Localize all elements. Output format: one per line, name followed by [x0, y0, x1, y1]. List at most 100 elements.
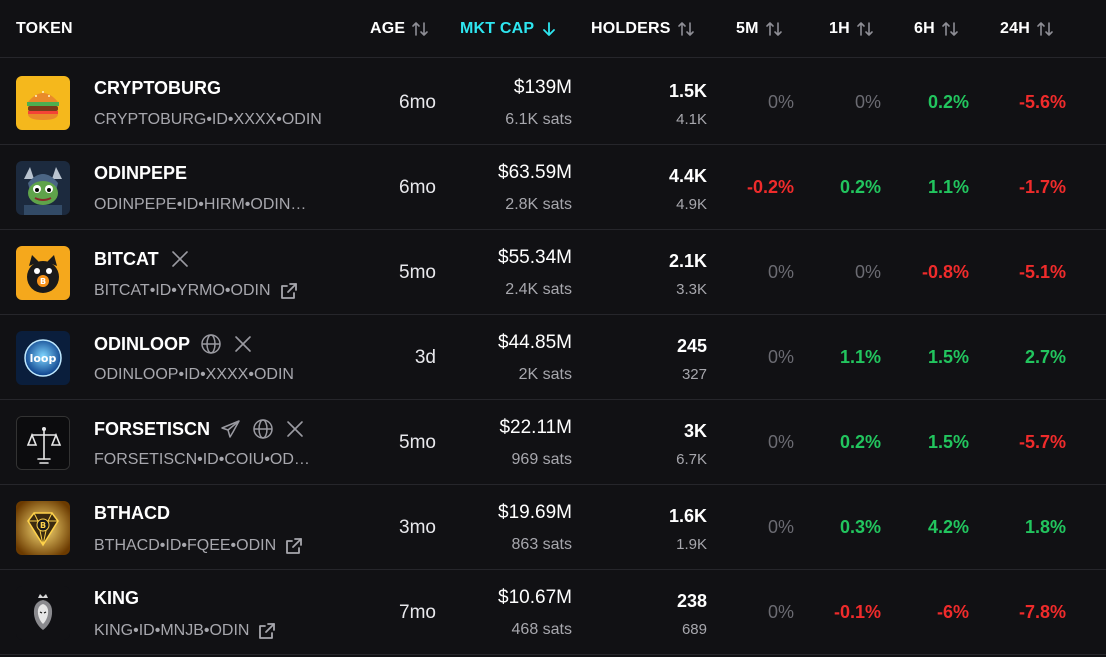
token-name[interactable]: FORSETISCN: [94, 418, 306, 440]
token-holders-sub: 4.9K: [676, 196, 707, 213]
token-name-text: BITCAT: [94, 248, 159, 269]
change-5m: -0.2%: [746, 177, 794, 197]
token-logo-diamond: B: [16, 501, 70, 555]
token-holders: 4.4K: [668, 166, 707, 186]
token-holders: 238: [676, 591, 707, 611]
header-token[interactable]: TOKEN: [16, 19, 73, 39]
change-24h: -1.7%: [1018, 177, 1066, 197]
header-holders-label: HOLDERS: [591, 20, 671, 37]
table-row[interactable]: loop ODINLOOP ODINLOOP•ID•XXXX•ODIN 3d $…: [0, 315, 1106, 400]
table-row[interactable]: ODINPEPE ODINPEPE•ID•HIRM•ODIN… 6mo $63.…: [0, 145, 1106, 230]
telegram-icon[interactable]: [220, 418, 242, 440]
token-holders: 2.1K: [668, 251, 707, 271]
external-link-icon[interactable]: [257, 621, 277, 641]
token-id: ODINPEPE•ID•HIRM•ODIN…: [94, 196, 306, 214]
token-name[interactable]: CRYPTOBURG: [94, 78, 221, 99]
change-1h: -0.1%: [833, 602, 881, 622]
change-24h: -5.1%: [1018, 262, 1066, 282]
token-holders-sub: 327: [681, 366, 707, 383]
header-age-label: AGE: [370, 20, 406, 37]
header-24h-label: 24H: [1000, 20, 1030, 37]
x-icon[interactable]: [169, 248, 191, 270]
table-row[interactable]: KING KING•ID•MNJB•ODIN 7mo $10.67M 468 s…: [0, 570, 1106, 655]
token-holders: 1.6K: [668, 506, 707, 526]
change-6h: 1.5%: [927, 432, 969, 452]
x-icon[interactable]: [232, 333, 254, 355]
token-name[interactable]: KING: [94, 588, 139, 609]
token-name-text: KING: [94, 588, 139, 608]
token-name[interactable]: ODINPEPE: [94, 163, 187, 184]
token-id-text: BITCAT•ID•YRMO•ODIN: [94, 282, 271, 299]
change-24h: -5.6%: [1018, 92, 1066, 112]
token-logo-scales: [16, 416, 70, 470]
token-name-text: ODINLOOP: [94, 333, 191, 354]
change-6h: 0.2%: [927, 92, 969, 112]
token-name[interactable]: BTHACD: [94, 503, 170, 524]
token-id: BTHACD•ID•FQEE•ODIN: [94, 536, 304, 556]
change-6h: 1.1%: [927, 177, 969, 197]
table-row[interactable]: B BTHACD BTHACD•ID•FQEE•ODIN 3mo $19.69M…: [0, 485, 1106, 570]
token-id: ODINLOOP•ID•XXXX•ODIN: [94, 366, 294, 384]
x-icon[interactable]: [284, 418, 306, 440]
token-logo-cat: B: [16, 246, 70, 300]
token-holders-sub: 6.7K: [676, 451, 707, 468]
token-holders-sub: 1.9K: [676, 536, 707, 553]
token-id-text: BTHACD•ID•FQEE•ODIN: [94, 537, 277, 554]
token-price-sats: 6.1K sats: [505, 111, 572, 128]
table-row[interactable]: FORSETISCN FORSETISCN•ID•COIU•OD… 5mo $2…: [0, 400, 1106, 485]
header-mkt-cap-label: MKT CAP: [460, 20, 535, 37]
token-holders: 245: [676, 336, 707, 356]
header-age[interactable]: AGE: [370, 19, 429, 39]
globe-icon[interactable]: [252, 418, 274, 440]
header-6h[interactable]: 6H: [914, 19, 959, 39]
token-name-text: CRYPTOBURG: [94, 78, 222, 98]
header-mkt-cap[interactable]: MKT CAP: [460, 19, 558, 39]
change-5m: 0%: [767, 517, 794, 537]
header-5m-label: 5M: [736, 20, 759, 37]
header-holders[interactable]: HOLDERS: [591, 19, 695, 39]
table-row[interactable]: CRYPTOBURG CRYPTOBURG•ID•XXXX•ODIN 6mo $…: [0, 60, 1106, 145]
change-6h: 4.2%: [927, 517, 969, 537]
external-link-icon[interactable]: [279, 281, 299, 301]
token-name-text: FORSETISCN: [94, 418, 211, 439]
token-logo-lion: [16, 586, 70, 640]
change-24h: 2.7%: [1024, 347, 1066, 367]
header-1h[interactable]: 1H: [829, 19, 874, 39]
sort-arrows-icon: [765, 22, 782, 36]
change-24h: -7.8%: [1018, 602, 1066, 622]
sort-down-icon: [543, 22, 556, 36]
header-24h[interactable]: 24H: [1000, 19, 1054, 39]
header-5m[interactable]: 5M: [736, 19, 783, 39]
token-logo-pepe: [16, 161, 70, 215]
svg-text:B: B: [40, 521, 46, 530]
token-name[interactable]: ODINLOOP: [94, 333, 254, 355]
token-holders: 3K: [683, 421, 707, 441]
change-5m: 0%: [767, 92, 794, 112]
token-id-text: CRYPTOBURG•ID•XXXX•ODIN: [94, 111, 322, 128]
change-1h: 0.2%: [839, 432, 881, 452]
change-1h: 1.1%: [839, 347, 881, 367]
token-id-text: KING•ID•MNJB•ODIN: [94, 622, 250, 639]
change-1h: 0.3%: [839, 517, 881, 537]
table-row[interactable]: B BITCAT BITCAT•ID•YRMO•ODIN 5mo $55.34M…: [0, 230, 1106, 315]
change-6h: -0.8%: [921, 262, 969, 282]
token-age: 7mo: [399, 602, 436, 623]
external-link-icon[interactable]: [284, 536, 304, 556]
token-age: 3d: [414, 347, 436, 368]
token-mkt-cap: $55.34M: [498, 247, 572, 268]
change-1h: 0.2%: [839, 177, 881, 197]
token-age: 5mo: [399, 432, 436, 453]
change-24h: 1.8%: [1024, 517, 1066, 537]
token-id-text: FORSETISCN•ID•COIU•OD…: [94, 451, 310, 468]
globe-icon[interactable]: [200, 333, 222, 355]
sort-arrows-icon: [942, 22, 958, 36]
token-holders: 1.5K: [668, 81, 707, 101]
change-6h: -6%: [936, 602, 969, 622]
token-age: 5mo: [399, 262, 436, 283]
token-name[interactable]: BITCAT: [94, 248, 191, 270]
sort-arrows-icon: [412, 22, 429, 36]
sort-arrows-icon: [857, 22, 873, 36]
token-mkt-cap: $139M: [513, 77, 572, 98]
svg-text:loop: loop: [30, 352, 57, 365]
change-5m: 0%: [767, 262, 794, 282]
